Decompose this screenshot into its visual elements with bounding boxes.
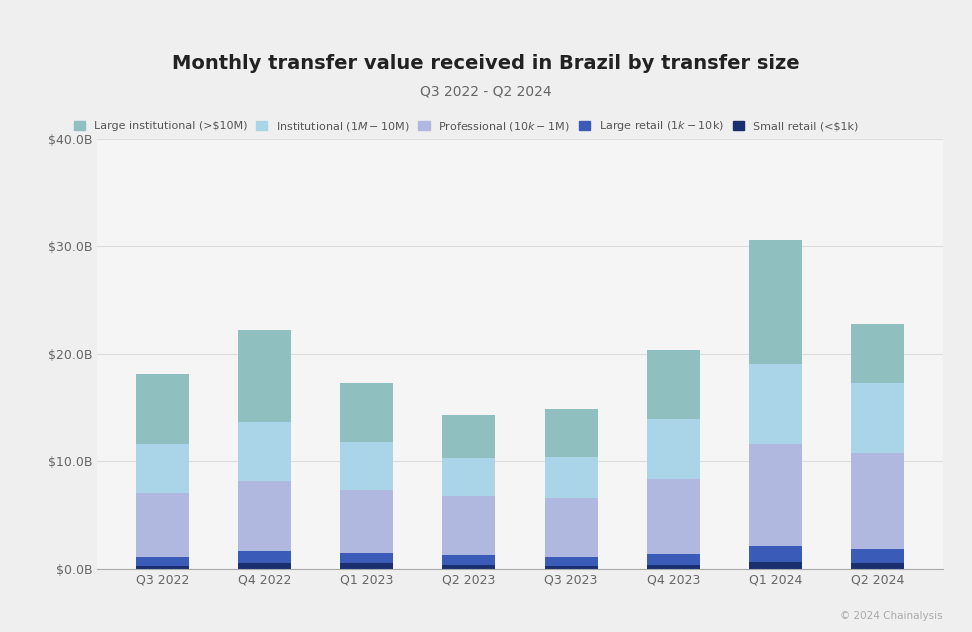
Bar [340, 564, 394, 569]
Bar [646, 564, 700, 569]
Bar [544, 409, 598, 457]
Bar [544, 557, 598, 566]
Text: Q3 2022 - Q2 2024: Q3 2022 - Q2 2024 [420, 85, 552, 99]
Bar [851, 549, 904, 564]
Bar [136, 492, 189, 557]
Bar [851, 564, 904, 569]
Bar [238, 422, 291, 481]
Bar [238, 564, 291, 569]
Bar [544, 457, 598, 498]
Bar [442, 555, 496, 564]
Bar [340, 490, 394, 552]
Bar [851, 383, 904, 453]
Bar [749, 240, 802, 363]
Bar [544, 566, 598, 569]
Text: © 2024 Chainalysis: © 2024 Chainalysis [840, 611, 943, 621]
Bar [442, 495, 496, 555]
Bar [238, 481, 291, 550]
Bar [340, 442, 394, 490]
Bar [646, 420, 700, 478]
Bar [136, 374, 189, 444]
Bar [749, 546, 802, 562]
Bar [442, 415, 496, 458]
Bar [340, 552, 394, 564]
Bar [136, 444, 189, 492]
Bar [136, 566, 189, 569]
Bar [851, 453, 904, 549]
Bar [749, 363, 802, 444]
Bar [136, 557, 189, 566]
Bar [442, 458, 496, 495]
Bar [442, 564, 496, 569]
Bar [646, 349, 700, 420]
Bar [851, 324, 904, 383]
Bar [749, 444, 802, 546]
Bar [544, 498, 598, 557]
Text: Monthly transfer value received in Brazil by transfer size: Monthly transfer value received in Brazi… [172, 54, 800, 73]
Bar [238, 550, 291, 564]
Bar [646, 478, 700, 554]
Bar [749, 562, 802, 569]
Bar [340, 383, 394, 442]
Bar [238, 331, 291, 422]
Bar [646, 554, 700, 564]
Legend: Large institutional (>$10M), Institutional ($1M-$10M), Professional ($10k-$1M), : Large institutional (>$10M), Institution… [74, 119, 858, 133]
